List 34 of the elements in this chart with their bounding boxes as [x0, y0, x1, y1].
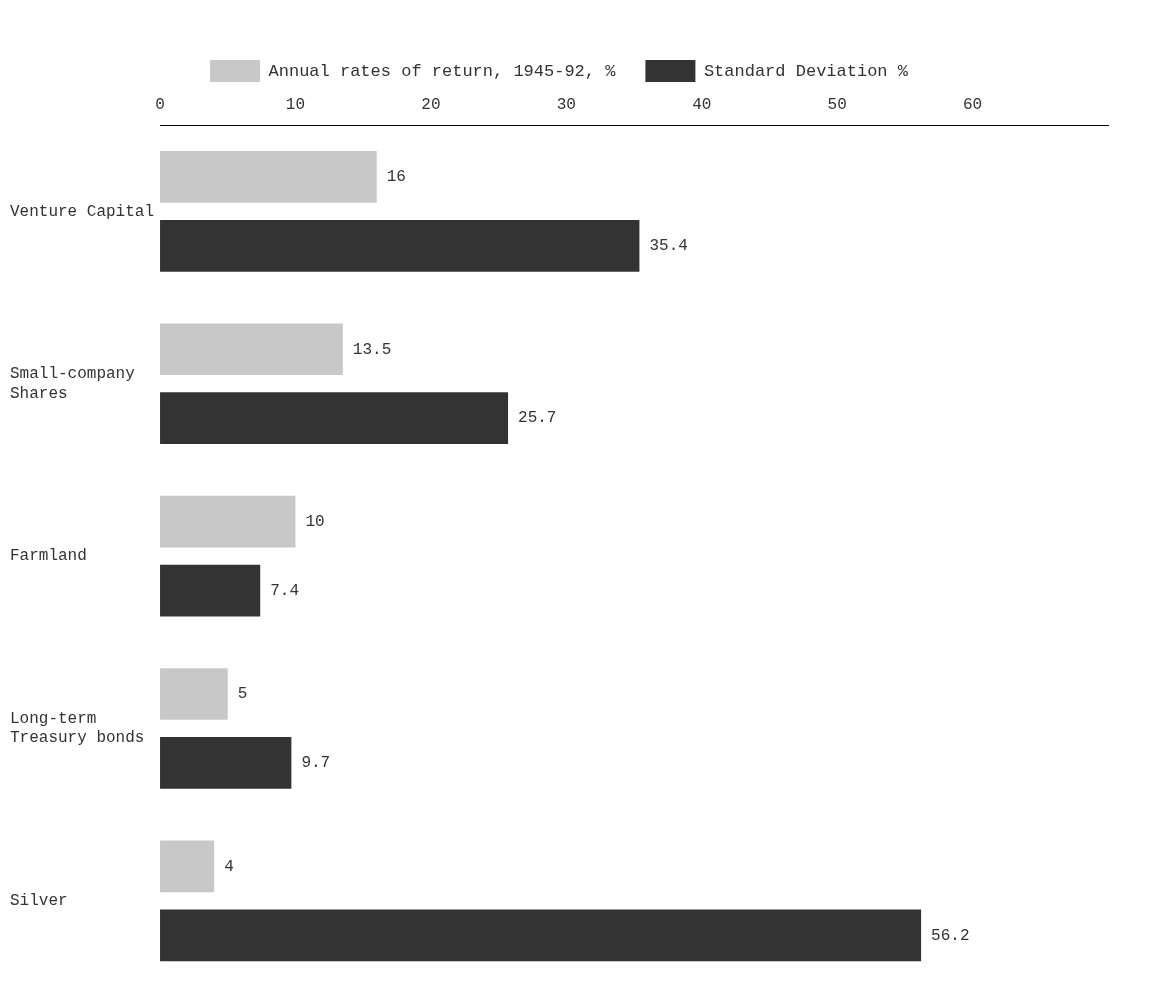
data-label: 56.2: [931, 926, 970, 945]
y-tick-label: Small-company Shares: [10, 365, 136, 403]
x-tick-label: 60: [962, 95, 983, 114]
bar: [160, 151, 377, 203]
data-label: 4: [224, 857, 234, 876]
bar: [160, 220, 640, 272]
bar: [160, 909, 922, 962]
x-tick-label: 20: [421, 95, 441, 114]
legend-label: Standard Deviation %: [703, 61, 909, 81]
data-label: 10: [305, 512, 325, 531]
bar: [160, 840, 215, 893]
data-label: 16: [386, 168, 406, 187]
bar: [160, 564, 261, 617]
x-tick-label: 40: [692, 95, 712, 114]
y-tick-label: Venture Capital: [10, 202, 155, 221]
data-label: 35.4: [649, 237, 688, 256]
bar: [160, 668, 228, 720]
bar: [160, 495, 296, 548]
x-tick-label: 0: [155, 95, 165, 114]
y-tick-label: Long-term Treasury bonds: [10, 710, 145, 748]
x-tick-label: 30: [556, 95, 576, 114]
y-tick-label: Farmland: [10, 547, 87, 566]
data-label: 9.7: [301, 754, 331, 773]
bar: [160, 323, 343, 376]
y-tick-label: Silver: [10, 892, 68, 911]
data-label: 7.4: [270, 581, 300, 600]
data-label: 25.7: [518, 409, 557, 428]
data-label: 13.5: [352, 340, 392, 359]
x-tick-label: 50: [827, 95, 847, 114]
bar: [160, 737, 292, 789]
legend-label: Annual rates of return, 1945-92, %: [268, 61, 617, 81]
x-tick-label: 10: [285, 95, 306, 114]
data-label: 5: [237, 685, 248, 704]
bar: [160, 392, 509, 445]
